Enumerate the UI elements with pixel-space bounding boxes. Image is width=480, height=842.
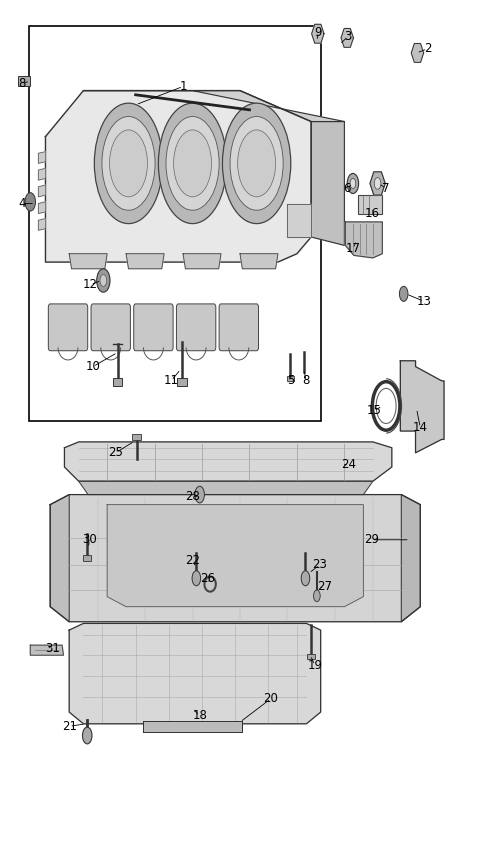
Polygon shape bbox=[240, 253, 278, 269]
Circle shape bbox=[374, 178, 381, 189]
Polygon shape bbox=[50, 494, 420, 621]
Text: 30: 30 bbox=[82, 533, 97, 546]
Text: 2: 2 bbox=[424, 42, 431, 56]
Text: 11: 11 bbox=[164, 375, 179, 387]
Text: 6: 6 bbox=[343, 182, 350, 195]
Circle shape bbox=[96, 269, 110, 292]
Polygon shape bbox=[312, 24, 324, 43]
Text: 13: 13 bbox=[417, 295, 432, 308]
Text: 8: 8 bbox=[303, 375, 310, 387]
Polygon shape bbox=[345, 222, 383, 258]
Text: 3: 3 bbox=[345, 29, 352, 43]
FancyBboxPatch shape bbox=[48, 304, 88, 351]
Text: 12: 12 bbox=[83, 278, 98, 291]
Circle shape bbox=[399, 286, 408, 301]
Bar bbox=[307, 654, 315, 659]
Circle shape bbox=[95, 104, 163, 224]
Circle shape bbox=[25, 193, 36, 211]
Text: 31: 31 bbox=[45, 642, 60, 655]
Bar bbox=[113, 377, 122, 386]
Polygon shape bbox=[30, 645, 63, 655]
Polygon shape bbox=[370, 172, 385, 195]
Polygon shape bbox=[38, 168, 46, 180]
Polygon shape bbox=[84, 91, 344, 121]
Text: 14: 14 bbox=[413, 421, 428, 434]
Polygon shape bbox=[411, 44, 424, 62]
Text: 17: 17 bbox=[346, 242, 360, 255]
Text: 7: 7 bbox=[383, 182, 390, 195]
Text: 8: 8 bbox=[18, 77, 25, 89]
Polygon shape bbox=[400, 360, 444, 453]
Circle shape bbox=[192, 571, 201, 586]
Circle shape bbox=[301, 571, 310, 586]
Polygon shape bbox=[38, 219, 46, 231]
Text: 19: 19 bbox=[308, 658, 323, 672]
FancyBboxPatch shape bbox=[219, 304, 259, 351]
Polygon shape bbox=[311, 121, 344, 245]
Polygon shape bbox=[64, 442, 392, 482]
Text: 16: 16 bbox=[364, 207, 379, 220]
Circle shape bbox=[230, 116, 283, 210]
Text: 23: 23 bbox=[312, 558, 327, 572]
Circle shape bbox=[166, 116, 219, 210]
Polygon shape bbox=[38, 185, 46, 197]
Polygon shape bbox=[69, 253, 107, 269]
Bar bbox=[178, 377, 187, 386]
FancyBboxPatch shape bbox=[177, 304, 216, 351]
Circle shape bbox=[83, 727, 92, 743]
Circle shape bbox=[350, 179, 356, 189]
Bar bbox=[358, 195, 383, 214]
Text: 10: 10 bbox=[85, 360, 100, 373]
Circle shape bbox=[238, 130, 276, 197]
Polygon shape bbox=[288, 204, 311, 237]
Polygon shape bbox=[341, 29, 353, 47]
Text: 5: 5 bbox=[288, 375, 295, 387]
Circle shape bbox=[347, 173, 359, 194]
Circle shape bbox=[222, 104, 291, 224]
Text: 24: 24 bbox=[342, 458, 357, 471]
Circle shape bbox=[158, 104, 227, 224]
Bar bbox=[132, 434, 141, 440]
Bar bbox=[29, 26, 321, 421]
Polygon shape bbox=[107, 504, 363, 607]
Polygon shape bbox=[50, 494, 69, 621]
Text: 27: 27 bbox=[317, 580, 332, 593]
Text: 20: 20 bbox=[264, 692, 278, 706]
Polygon shape bbox=[79, 482, 373, 494]
Circle shape bbox=[313, 590, 320, 602]
Circle shape bbox=[174, 130, 212, 197]
Text: 21: 21 bbox=[62, 720, 77, 733]
Circle shape bbox=[100, 274, 107, 286]
Text: 29: 29 bbox=[364, 533, 379, 546]
Text: 4: 4 bbox=[18, 197, 25, 210]
Bar bbox=[287, 376, 294, 381]
FancyBboxPatch shape bbox=[134, 304, 173, 351]
Polygon shape bbox=[46, 91, 311, 262]
Polygon shape bbox=[183, 253, 221, 269]
Polygon shape bbox=[69, 623, 321, 724]
Bar bbox=[83, 555, 92, 561]
Circle shape bbox=[195, 486, 204, 503]
Bar bbox=[143, 722, 242, 733]
Text: 22: 22 bbox=[185, 554, 200, 568]
Polygon shape bbox=[38, 152, 46, 163]
Circle shape bbox=[109, 130, 147, 197]
Circle shape bbox=[102, 116, 155, 210]
FancyBboxPatch shape bbox=[91, 304, 131, 351]
Text: 9: 9 bbox=[314, 25, 322, 39]
Bar bbox=[18, 77, 30, 87]
Text: 18: 18 bbox=[192, 709, 207, 722]
Polygon shape bbox=[401, 494, 420, 621]
Text: 1: 1 bbox=[180, 80, 187, 93]
Text: 26: 26 bbox=[200, 572, 215, 584]
Polygon shape bbox=[38, 202, 46, 214]
Text: 15: 15 bbox=[366, 404, 381, 418]
Text: 25: 25 bbox=[108, 446, 123, 459]
Text: 28: 28 bbox=[185, 490, 200, 503]
Polygon shape bbox=[126, 253, 164, 269]
